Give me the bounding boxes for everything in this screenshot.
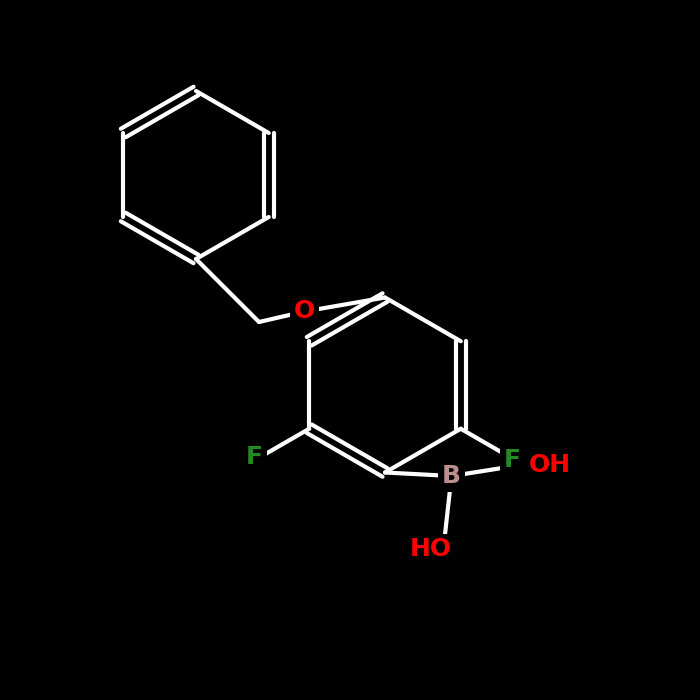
- Text: B: B: [442, 464, 461, 488]
- Text: F: F: [246, 444, 263, 469]
- Text: F: F: [503, 448, 520, 472]
- Text: HO: HO: [410, 538, 452, 561]
- Text: OH: OH: [528, 454, 570, 477]
- Text: O: O: [294, 300, 315, 323]
